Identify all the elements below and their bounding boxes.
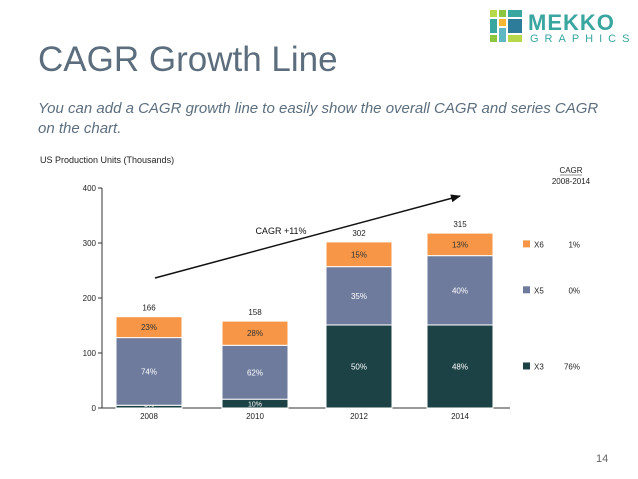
logo-subword: GRAPHICS: [530, 33, 636, 45]
legend-swatch-x6: [523, 240, 530, 248]
bar-segment-x5-2010: [221, 344, 289, 400]
legend-cagr-x3: 76%: [564, 362, 580, 371]
annotation-layer: CAGR +11%: [154, 194, 461, 279]
mekko-graphics-logo: MEKKO GRAPHICS: [490, 10, 630, 46]
bar-total-2008: 166: [142, 304, 156, 313]
segment-label-x5-2008: 74%: [141, 367, 157, 376]
segment-label-x6-2010: 28%: [247, 329, 263, 338]
y-tick-label: 0: [92, 404, 97, 413]
x-tick-label-2010: 2010: [246, 412, 264, 421]
legend-series-x3: X3: [534, 362, 544, 371]
slide-subtitle: You can add a CAGR growth line to easily…: [38, 100, 599, 137]
legend-series-x6: X6: [534, 240, 544, 249]
segment-label-x6-2008: 23%: [141, 323, 157, 332]
y-tick-label: 400: [83, 184, 97, 193]
segment-label-x6-2014: 13%: [452, 240, 468, 249]
segment-label-x3-2012: 50%: [351, 362, 367, 371]
segment-label-x3-2010: 10%: [248, 402, 262, 409]
bar-segment-x5-2008: [115, 337, 183, 406]
segment-label-x5-2012: 35%: [351, 292, 367, 301]
cagr-legend-title: CAGR: [559, 166, 582, 175]
bar-layer: 3%74%23%16610%62%28%15850%35%15%30248%40…: [115, 220, 494, 409]
bar-total-2014: 315: [453, 220, 467, 229]
bar-segment-x6-2010: [221, 320, 289, 346]
legend-cagr-x6: 1%: [568, 240, 580, 249]
segment-label-x5-2014: 40%: [452, 286, 468, 295]
x-tick-label-2012: 2012: [350, 412, 368, 421]
logo-word: MEKKO: [528, 10, 615, 35]
cagr-growth-arrow: [154, 194, 461, 279]
legend-swatch-x5: [523, 286, 530, 294]
cagr-legend: CAGR 2008-2014 X6 1% X5 0% X3 76%: [523, 166, 591, 371]
bar-segment-x6-2012: [325, 241, 393, 268]
legend-series-x5: X5: [534, 286, 544, 295]
x-tick-label-2008: 2008: [140, 412, 158, 421]
bar-segment-x6-2008: [115, 316, 183, 339]
logo-mark-icon: [490, 10, 522, 42]
axis-layer: 0 100 200 300 400 2008 2010 2012 2014: [83, 184, 510, 421]
bar-total-2012: 302: [352, 229, 366, 238]
y-axis-title: US Production Units (Thousands): [40, 155, 175, 165]
segment-label-x6-2012: 15%: [351, 250, 367, 259]
slide-title: CAGR Growth Line: [38, 40, 338, 79]
y-tick-label: 300: [83, 239, 97, 248]
legend-swatch-x3: [523, 362, 530, 370]
bar-segment-x3-2014: [426, 324, 494, 409]
cagr-growth-label: CAGR +11%: [255, 226, 306, 236]
segment-label-x5-2010: 62%: [247, 368, 263, 377]
bar-segment-x3-2012: [325, 324, 393, 409]
page-number: 14: [596, 453, 609, 465]
segment-label-x3-2014: 48%: [452, 362, 468, 371]
bar-segment-x6-2014: [426, 232, 494, 257]
bar-total-2010: 158: [248, 308, 262, 317]
cagr-legend-period: 2008-2014: [552, 177, 591, 186]
y-tick-label: 100: [83, 349, 97, 358]
x-tick-label-2014: 2014: [451, 412, 469, 421]
bar-segment-x5-2012: [325, 266, 393, 326]
legend-cagr-x5: 0%: [568, 286, 580, 295]
y-tick-label: 200: [83, 294, 97, 303]
